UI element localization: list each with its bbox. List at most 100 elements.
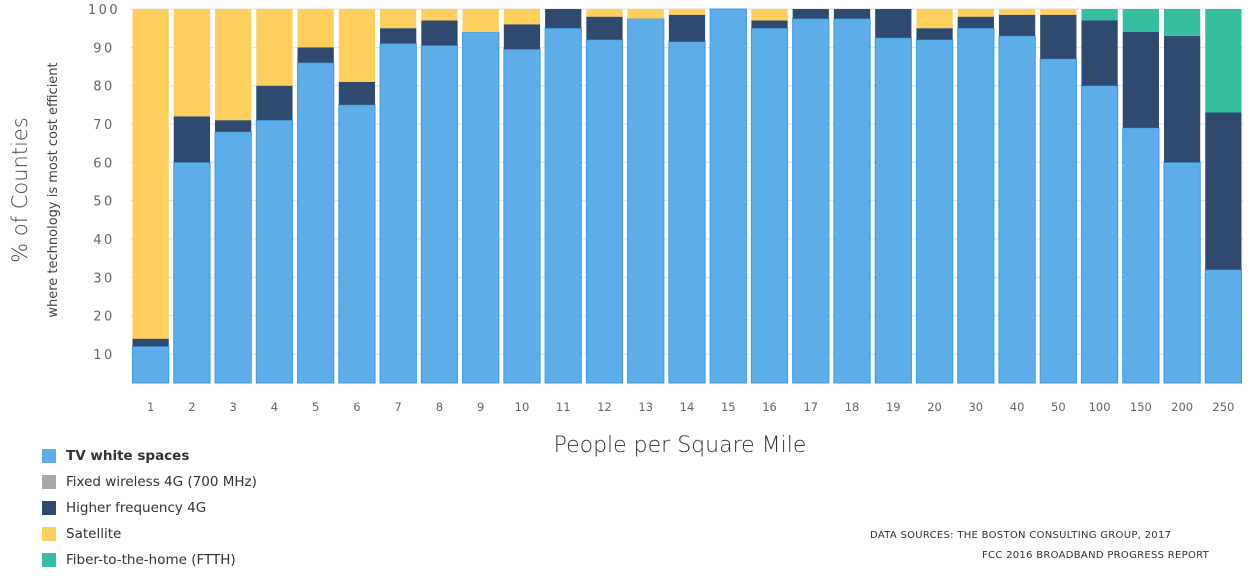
y-tick-label-40: 40 bbox=[93, 233, 115, 248]
bar-16-series-2 bbox=[751, 20, 788, 29]
bar-1-series-3 bbox=[132, 9, 169, 339]
y-tick-label-80: 80 bbox=[93, 80, 115, 95]
bar-150-series-4 bbox=[1122, 9, 1159, 32]
legend-label-fixed-wireless: Fixed wireless 4G (700 MHz) bbox=[66, 474, 257, 490]
x-tick-label-100: 100 bbox=[1089, 400, 1111, 414]
bar-10-series-2 bbox=[503, 24, 541, 50]
bar-12-series-2 bbox=[586, 16, 623, 40]
x-tick-label-50: 50 bbox=[1051, 400, 1066, 414]
bar-14-series-3 bbox=[668, 9, 706, 15]
y-tick-label-30: 30 bbox=[93, 271, 115, 286]
y-tick-label-50: 50 bbox=[93, 195, 115, 210]
legend-item-ftth: Fiber-to-the-home (FTTH) bbox=[42, 548, 257, 572]
bar-19-series-2 bbox=[875, 9, 912, 38]
x-tick-label-19: 19 bbox=[886, 400, 901, 414]
bar-30-series-0 bbox=[957, 27, 995, 384]
legend-swatch-tv-white-spaces bbox=[42, 449, 56, 463]
bar-16-series-3 bbox=[751, 9, 788, 21]
x-tick-label-200: 200 bbox=[1171, 400, 1193, 414]
bar-50-series-2 bbox=[1040, 14, 1077, 59]
bar-3-series-0 bbox=[214, 131, 252, 384]
bar-18-series-0 bbox=[833, 18, 871, 384]
bar-40-series-0 bbox=[998, 35, 1036, 384]
bar-19-series-0 bbox=[874, 37, 912, 384]
bar-11-series-2 bbox=[545, 9, 582, 29]
bar-8-series-0 bbox=[420, 44, 459, 384]
bar-20-series-0 bbox=[915, 39, 954, 384]
data-sources-note: DATA SOURCES: THE BOSTON CONSULTING GROU… bbox=[870, 526, 1248, 566]
bar-40-series-3 bbox=[998, 9, 1036, 15]
x-tick-label-5: 5 bbox=[312, 400, 319, 414]
legend-item-higher-frequency-4g: Higher frequency 4G bbox=[42, 496, 257, 520]
bar-3-series-2 bbox=[215, 120, 252, 132]
bar-12-series-3 bbox=[586, 9, 623, 17]
bar-6-series-2 bbox=[338, 81, 376, 105]
y-tick-label-100: 100 bbox=[88, 3, 120, 18]
bar-11-series-0 bbox=[544, 27, 582, 384]
bar-13-series-0 bbox=[627, 18, 665, 384]
y-tick-label-70: 70 bbox=[93, 118, 115, 133]
x-tick-label-12: 12 bbox=[597, 400, 612, 414]
bar-8-series-3 bbox=[421, 9, 458, 21]
bar-5-series-0 bbox=[297, 62, 335, 384]
bar-8-series-2 bbox=[421, 20, 458, 46]
x-tick-label-14: 14 bbox=[680, 400, 695, 414]
legend-label-ftth: Fiber-to-the-home (FTTH) bbox=[66, 552, 236, 568]
x-tick-label-1: 1 bbox=[147, 400, 154, 414]
x-tick-label-30: 30 bbox=[968, 400, 983, 414]
x-tick-label-17: 17 bbox=[803, 400, 818, 414]
legend: TV white spaces Fixed wireless 4G (700 M… bbox=[42, 444, 257, 574]
bar-30-series-2 bbox=[957, 16, 994, 29]
bar-14-series-2 bbox=[668, 14, 706, 42]
legend-label-higher-frequency-4g: Higher frequency 4G bbox=[66, 500, 207, 516]
y-axis-title: % of Counties bbox=[8, 117, 32, 263]
bar-150-series-0 bbox=[1122, 127, 1160, 384]
x-tick-label-2: 2 bbox=[188, 400, 195, 414]
x-tick-label-40: 40 bbox=[1010, 400, 1025, 414]
bar-250-series-4 bbox=[1205, 9, 1242, 113]
bar-17-series-0 bbox=[792, 18, 830, 384]
bar-6-series-0 bbox=[338, 104, 376, 384]
legend-label-tv-white-spaces: TV white spaces bbox=[66, 448, 190, 464]
bar-7-series-0 bbox=[379, 43, 417, 384]
bar-20-series-3 bbox=[916, 9, 953, 29]
bar-6-series-3 bbox=[338, 9, 376, 82]
bar-18-series-2 bbox=[833, 9, 871, 19]
bar-200-series-4 bbox=[1163, 9, 1201, 36]
bar-50-series-0 bbox=[1039, 58, 1077, 384]
bar-9-series-3 bbox=[462, 9, 499, 32]
x-tick-label-6: 6 bbox=[353, 400, 360, 414]
legend-swatch-higher-frequency-4g bbox=[42, 501, 56, 515]
bar-150-series-2 bbox=[1122, 32, 1159, 128]
x-tick-label-16: 16 bbox=[762, 400, 777, 414]
bar-17-series-2 bbox=[792, 9, 829, 19]
bar-7-series-3 bbox=[380, 9, 417, 29]
bar-30-series-3 bbox=[957, 9, 994, 17]
bar-250-series-0 bbox=[1204, 269, 1242, 384]
legend-item-fixed-wireless: Fixed wireless 4G (700 MHz) bbox=[42, 470, 257, 494]
bar-10-series-3 bbox=[503, 9, 541, 25]
legend-item-satellite: Satellite bbox=[42, 522, 257, 546]
bar-4-series-0 bbox=[255, 119, 294, 384]
x-tick-label-13: 13 bbox=[638, 400, 653, 414]
x-axis-title: People per Square Mile bbox=[553, 433, 807, 458]
data-sources-line-2: FCC 2016 BROADBAND PROGRESS REPORT bbox=[982, 550, 1210, 561]
bar-4-series-2 bbox=[256, 85, 293, 121]
x-tick-label-11: 11 bbox=[556, 400, 571, 414]
bar-12-series-0 bbox=[585, 39, 624, 384]
bar-200-series-2 bbox=[1163, 35, 1201, 163]
bar-15-series-0 bbox=[709, 8, 747, 384]
bar-7-series-2 bbox=[380, 28, 417, 44]
x-tick-label-7: 7 bbox=[395, 400, 402, 414]
x-tick-label-9: 9 bbox=[477, 400, 484, 414]
y-axis-subtitle: where technology is most cost efficient bbox=[46, 62, 61, 318]
bar-5-series-2 bbox=[297, 47, 334, 63]
bar-14-series-0 bbox=[668, 41, 706, 384]
bar-50-series-3 bbox=[1040, 9, 1077, 15]
bar-3-series-3 bbox=[215, 9, 252, 121]
y-tick-label-10: 10 bbox=[93, 348, 115, 363]
legend-label-satellite: Satellite bbox=[66, 526, 122, 542]
bar-9-series-0 bbox=[462, 31, 500, 384]
x-tick-label-150: 150 bbox=[1130, 400, 1152, 414]
y-tick-label-90: 90 bbox=[93, 41, 115, 56]
